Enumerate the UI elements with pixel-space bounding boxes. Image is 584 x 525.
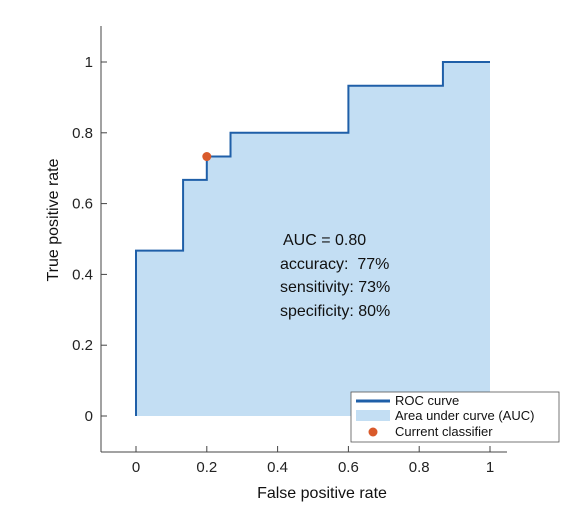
x-tick-label: 1 [486, 459, 494, 476]
y-tick-label: 0.4 [72, 266, 93, 283]
auc-area [136, 62, 490, 416]
axes [100, 26, 507, 453]
x-tick-label: 0.2 [196, 459, 217, 476]
x-tick-label: 0.4 [267, 459, 288, 476]
plot-area [135, 61, 490, 416]
annotation-block: AUC = 0.80 accuracy: 77% sensitivity: 73… [280, 232, 390, 320]
accuracy-annotation: accuracy: 77% [280, 256, 389, 273]
y-tick-label: 0 [85, 408, 93, 425]
x-tick-label: 0.8 [409, 459, 430, 476]
y-tick-label: 0.2 [72, 337, 93, 354]
y-tick-label: 0.8 [72, 125, 93, 142]
legend-classifier-swatch [368, 427, 378, 437]
roc-curve-line [135, 61, 490, 416]
auc-annotation: AUC = 0.80 [283, 232, 366, 249]
legend-auc-swatch [356, 410, 390, 421]
legend: ROC curve Area under curve (AUC) Current… [350, 391, 560, 443]
x-tick-label: 0.6 [338, 459, 359, 476]
x-ticks: 0 0.2 0.4 0.6 0.8 1 [132, 446, 494, 476]
legend-auc-label: Area under curve (AUC) [395, 408, 534, 423]
sensitivity-annotation: sensitivity: 73% [280, 279, 390, 296]
y-axis-label: True positive rate [45, 158, 62, 281]
x-axis-label: False positive rate [257, 485, 387, 502]
y-tick-label: 1 [85, 54, 93, 71]
y-ticks: 0 0.2 0.4 0.6 0.8 1 [72, 54, 107, 425]
legend-classifier-label: Current classifier [395, 424, 493, 439]
x-tick-label: 0 [132, 459, 140, 476]
y-tick-label: 0.6 [72, 196, 93, 213]
legend-roc-label: ROC curve [395, 393, 459, 408]
specificity-annotation: specificity: 80% [280, 303, 390, 320]
current-classifier-point [202, 152, 212, 162]
